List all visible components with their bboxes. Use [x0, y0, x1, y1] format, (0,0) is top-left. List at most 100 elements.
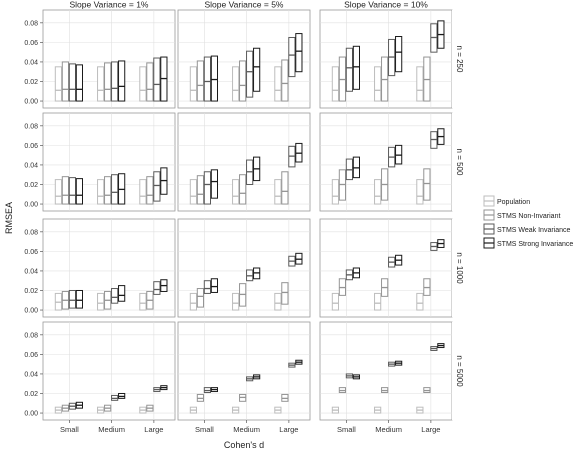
box: [203, 56, 212, 102]
box: [54, 179, 62, 205]
box: [274, 66, 282, 102]
box: [203, 171, 212, 205]
box: [196, 60, 205, 102]
row-strip-label: n = 1000: [455, 252, 464, 284]
facet-panel: [177, 9, 311, 109]
box: [345, 47, 353, 92]
y-tick-label: 0.08: [24, 123, 38, 130]
box: [395, 36, 403, 73]
box: [54, 66, 62, 102]
box: [374, 179, 382, 205]
box: [416, 179, 424, 205]
x-tick-label: Large: [144, 425, 163, 434]
x-tick-label: Large: [279, 425, 298, 434]
row-strip: [452, 10, 466, 108]
y-tick-label: 0.06: [24, 143, 38, 150]
y-tick-label: 0.00: [24, 411, 38, 418]
box: [210, 55, 219, 102]
box: [374, 292, 382, 311]
box: [61, 176, 69, 205]
column-strip: [43, 0, 175, 10]
box: [111, 61, 119, 102]
box: [281, 282, 289, 305]
y-tick-label: 0.00: [24, 99, 38, 106]
column-strip-label: Slope Variance = 5%: [205, 0, 284, 10]
box: [111, 288, 119, 304]
box: [189, 179, 198, 205]
box: [232, 66, 240, 102]
y-tick-label: 0.04: [24, 372, 38, 379]
box: [118, 60, 126, 102]
box: [189, 66, 198, 102]
box: [104, 176, 112, 205]
y-tick-label: 0.08: [24, 229, 38, 236]
box: [232, 179, 240, 205]
x-tick-label: Small: [60, 425, 79, 434]
box: [295, 33, 303, 73]
box: [97, 66, 105, 102]
row-strip-label: n = 250: [455, 46, 464, 73]
box: [423, 168, 431, 201]
x-tick-label: Medium: [98, 425, 125, 434]
box: [153, 281, 161, 295]
facet-panel: [177, 321, 311, 421]
box: [75, 64, 84, 102]
box: [416, 66, 424, 102]
box: [146, 176, 154, 205]
column-strip-label: Slope Variance = 10%: [344, 0, 428, 10]
box: [75, 178, 84, 205]
y-tick-label: 0.00: [24, 202, 38, 209]
facet-panel: [319, 218, 453, 318]
y-tick-label: 0.02: [24, 182, 38, 189]
box: [232, 292, 240, 311]
x-tick-label: Small: [337, 425, 356, 434]
box: [111, 174, 119, 205]
box: [416, 292, 424, 311]
box: [210, 278, 219, 293]
box: [288, 36, 296, 78]
y-tick-label: 0.02: [24, 288, 38, 295]
box: [118, 285, 126, 302]
box: [146, 62, 154, 102]
box: [203, 280, 212, 294]
box: [239, 174, 247, 205]
box: [189, 292, 198, 311]
y-tick-label: 0.00: [24, 308, 38, 315]
column-strip: [320, 0, 452, 10]
box: [68, 289, 77, 309]
x-tick-label: Large: [421, 425, 440, 434]
facet-panel: [319, 9, 453, 109]
facet-panel: [42, 218, 176, 318]
box: [75, 289, 84, 309]
row-strip-label: n = 5000: [455, 355, 464, 387]
facet-panel: [42, 112, 176, 212]
box: [281, 171, 289, 205]
y-tick-label: 0.02: [24, 391, 38, 398]
y-tick-label: 0.06: [24, 40, 38, 47]
box: [104, 62, 112, 102]
panel-background: [177, 321, 311, 421]
box: [68, 63, 77, 102]
box: [331, 66, 339, 102]
legend-label: Population: [497, 199, 530, 206]
x-tick-label: Small: [195, 425, 214, 434]
box: [97, 179, 105, 205]
x-tick-label: Medium: [233, 425, 260, 434]
y-tick-label: 0.08: [24, 332, 38, 339]
panel-background: [319, 218, 453, 318]
box: [153, 57, 161, 102]
y-tick-label: 0.02: [24, 79, 38, 86]
y-tick-label: 0.06: [24, 249, 38, 256]
y-tick-label: 0.08: [24, 20, 38, 27]
box: [274, 179, 282, 205]
box: [253, 47, 261, 92]
y-tick-label: 0.06: [24, 352, 38, 359]
facet-panel: [42, 9, 176, 109]
box: [153, 171, 161, 202]
box: [196, 175, 205, 205]
box: [139, 179, 147, 205]
facet-panel: [42, 321, 176, 421]
y-axis-title: RMSEA: [4, 202, 14, 234]
legend-label: STMS Weak Invariance: [497, 227, 571, 234]
